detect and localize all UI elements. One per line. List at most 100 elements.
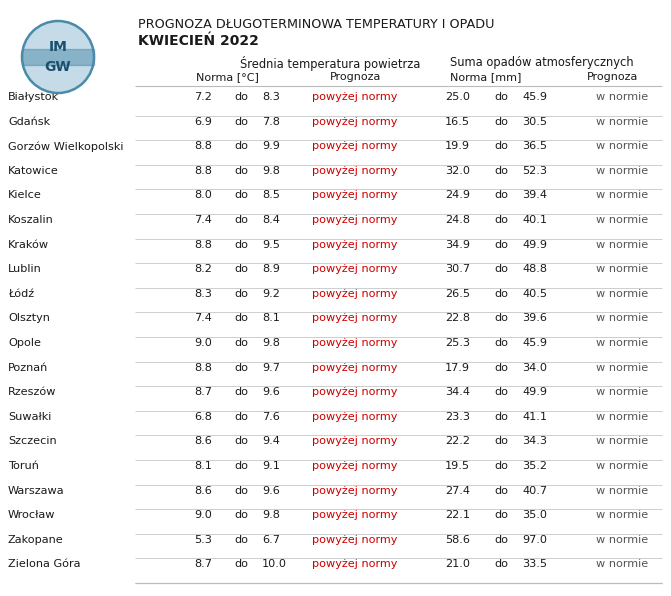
Text: Norma [mm]: Norma [mm]: [450, 72, 521, 82]
Text: Lublin: Lublin: [8, 264, 42, 274]
Text: w normie: w normie: [596, 141, 648, 151]
Text: w normie: w normie: [596, 215, 648, 225]
Text: do: do: [494, 313, 508, 324]
Text: 9.9: 9.9: [262, 141, 280, 151]
Text: do: do: [494, 215, 508, 225]
Text: do: do: [494, 362, 508, 372]
Text: 6.7: 6.7: [262, 535, 280, 545]
Text: Kraków: Kraków: [8, 240, 49, 250]
Text: 5.3: 5.3: [194, 535, 212, 545]
Text: 6.9: 6.9: [194, 117, 212, 126]
Text: 26.5: 26.5: [445, 289, 470, 299]
Text: Prognoza: Prognoza: [587, 72, 638, 82]
Text: powyżej normy: powyżej normy: [312, 510, 398, 520]
Text: 34.0: 34.0: [522, 362, 547, 372]
Text: do: do: [234, 215, 248, 225]
Text: do: do: [494, 141, 508, 151]
Text: w normie: w normie: [596, 461, 648, 471]
Text: 41.1: 41.1: [522, 412, 547, 422]
Text: do: do: [234, 117, 248, 126]
Text: w normie: w normie: [596, 338, 648, 348]
Text: w normie: w normie: [596, 486, 648, 496]
Text: 58.6: 58.6: [445, 535, 470, 545]
Text: 49.9: 49.9: [522, 240, 547, 250]
Circle shape: [22, 21, 94, 93]
Text: 9.0: 9.0: [194, 338, 212, 348]
Text: 25.0: 25.0: [445, 92, 470, 102]
Text: 8.6: 8.6: [194, 436, 212, 446]
Text: do: do: [234, 510, 248, 520]
Text: do: do: [494, 461, 508, 471]
Text: 39.4: 39.4: [522, 190, 547, 200]
Text: 8.8: 8.8: [194, 240, 212, 250]
Text: powyżej normy: powyżej normy: [312, 535, 398, 545]
Text: 32.0: 32.0: [445, 166, 470, 176]
Text: 9.4: 9.4: [262, 436, 280, 446]
Text: do: do: [234, 313, 248, 324]
Text: 9.6: 9.6: [262, 486, 280, 496]
Text: IM: IM: [48, 40, 68, 54]
Text: 35.2: 35.2: [522, 461, 547, 471]
Text: Olsztyn: Olsztyn: [8, 313, 50, 324]
Text: 8.2: 8.2: [194, 264, 212, 274]
Text: 8.8: 8.8: [194, 141, 212, 151]
Text: do: do: [234, 264, 248, 274]
Text: 35.0: 35.0: [522, 510, 547, 520]
Text: do: do: [494, 92, 508, 102]
Text: w normie: w normie: [596, 535, 648, 545]
Text: Białystok: Białystok: [8, 92, 59, 102]
Text: powyżej normy: powyżej normy: [312, 141, 398, 151]
Text: do: do: [494, 338, 508, 348]
Text: do: do: [234, 412, 248, 422]
Text: w normie: w normie: [596, 560, 648, 569]
Text: Katowice: Katowice: [8, 166, 59, 176]
Text: 34.4: 34.4: [445, 387, 470, 397]
Text: 39.6: 39.6: [522, 313, 547, 324]
Text: Średnia temperatura powietrza: Średnia temperatura powietrza: [240, 56, 420, 71]
Text: Prognoza: Prognoza: [330, 72, 381, 82]
Text: 8.1: 8.1: [194, 461, 212, 471]
Text: 36.5: 36.5: [522, 141, 547, 151]
Text: Gdańsk: Gdańsk: [8, 117, 50, 126]
Text: w normie: w normie: [596, 190, 648, 200]
Text: Kielce: Kielce: [8, 190, 42, 200]
Text: do: do: [494, 387, 508, 397]
Text: w normie: w normie: [596, 436, 648, 446]
Text: powyżej normy: powyżej normy: [312, 387, 398, 397]
Text: Zakopane: Zakopane: [8, 535, 64, 545]
Text: powyżej normy: powyżej normy: [312, 412, 398, 422]
Text: 45.9: 45.9: [522, 92, 547, 102]
Text: powyżej normy: powyżej normy: [312, 92, 398, 102]
Text: do: do: [234, 461, 248, 471]
Text: 8.3: 8.3: [262, 92, 280, 102]
Text: 24.8: 24.8: [445, 215, 470, 225]
Text: w normie: w normie: [596, 313, 648, 324]
Text: Zielona Góra: Zielona Góra: [8, 560, 81, 569]
Text: 10.0: 10.0: [262, 560, 287, 569]
Text: 19.9: 19.9: [445, 141, 470, 151]
Text: 40.7: 40.7: [522, 486, 547, 496]
Text: 9.8: 9.8: [262, 338, 280, 348]
Text: powyżej normy: powyżej normy: [312, 313, 398, 324]
Text: do: do: [494, 510, 508, 520]
Text: Suma opadów atmosferycznych: Suma opadów atmosferycznych: [450, 56, 633, 69]
Text: do: do: [494, 166, 508, 176]
Text: powyżej normy: powyżej normy: [312, 117, 398, 126]
Text: KWIECIEŃ 2022: KWIECIEŃ 2022: [138, 34, 259, 48]
Text: 8.7: 8.7: [194, 560, 212, 569]
Text: 9.7: 9.7: [262, 362, 280, 372]
Text: PROGNOZA DŁUGOTERMINOWA TEMPERATURY I OPADU: PROGNOZA DŁUGOTERMINOWA TEMPERATURY I OP…: [138, 18, 495, 31]
Text: do: do: [234, 92, 248, 102]
Text: 40.1: 40.1: [522, 215, 547, 225]
Text: Toruń: Toruń: [8, 461, 39, 471]
Text: 22.2: 22.2: [445, 436, 470, 446]
Text: 16.5: 16.5: [445, 117, 470, 126]
Text: 34.3: 34.3: [522, 436, 547, 446]
Text: w normie: w normie: [596, 289, 648, 299]
Text: w normie: w normie: [596, 387, 648, 397]
Text: 9.8: 9.8: [262, 166, 280, 176]
Text: Łódź: Łódź: [8, 289, 34, 299]
Text: 8.0: 8.0: [194, 190, 212, 200]
Text: 27.4: 27.4: [445, 486, 470, 496]
Text: do: do: [494, 264, 508, 274]
